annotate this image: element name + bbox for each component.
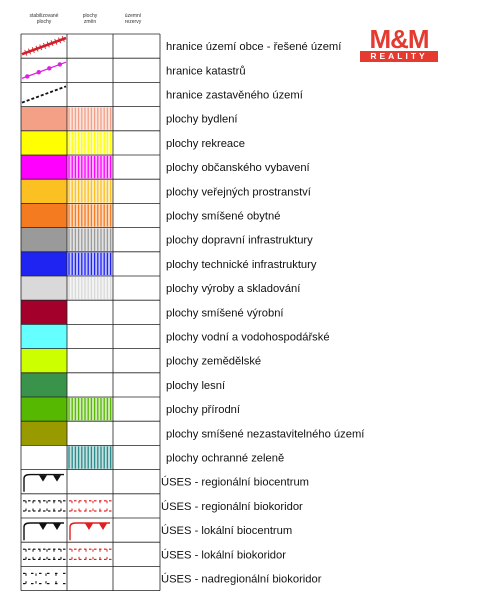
legend-label: plochy ochranné zeleně <box>166 453 284 465</box>
stable-swatch <box>21 348 67 373</box>
uses-symbol <box>23 473 64 492</box>
header-reserve-line1: územní <box>125 13 142 19</box>
header-change-line2: změn <box>84 19 96 25</box>
legend-row: ÚSES - nadregionální biokoridor <box>23 573 322 586</box>
legend-row: plochy ochranné zeleně <box>67 445 284 470</box>
legend-row: ÚSES - lokální biokoridor <box>23 548 286 561</box>
header-stable-line1: stabilizované <box>30 13 59 19</box>
legend-row: hranice katastrů <box>21 61 246 80</box>
stable-swatch <box>21 203 67 228</box>
legend-row: hranice území obce - řešené území <box>21 36 342 56</box>
legend-label: plochy lesní <box>166 380 226 392</box>
legend-label: plochy vodní a vodohospodářské <box>166 332 330 344</box>
legend-row: plochy smíšené obytné <box>21 203 280 228</box>
change-swatch <box>67 155 113 180</box>
legend-row: ÚSES - regionální biokoridor <box>23 500 303 513</box>
uses-symbol <box>23 548 112 561</box>
stable-swatch <box>21 179 67 204</box>
change-swatch <box>67 227 113 252</box>
legend-rows: hranice území obce - řešené území hranice… <box>21 36 365 586</box>
legend-label: plochy smíšené výrobní <box>166 307 284 319</box>
stable-swatch <box>21 276 67 301</box>
legend-row: plochy technické infrastruktury <box>21 251 317 276</box>
mm-reality-logo: M&M REALITY <box>360 26 438 62</box>
change-swatch <box>67 276 113 301</box>
stable-swatch <box>21 397 67 422</box>
stable-swatch <box>21 324 67 349</box>
legend-row: plochy občanského vybavení <box>21 155 311 180</box>
stable-swatch <box>21 130 67 155</box>
header-reserve-line2: rezervy <box>125 19 142 25</box>
stable-swatch <box>21 251 67 276</box>
stable-swatch <box>21 300 67 325</box>
change-swatch <box>67 397 113 422</box>
legend-label: plochy veřejných prostranství <box>166 186 312 198</box>
legend-label: ÚSES - lokální biokoridor <box>161 548 286 561</box>
change-swatch <box>67 203 113 228</box>
legend-row: ÚSES - lokální biocentrum <box>23 522 292 541</box>
uses-symbol <box>23 522 110 541</box>
legend-label: plochy přírodní <box>166 404 241 416</box>
column-headers: stabilizované plochy plochy změn územní … <box>30 13 142 25</box>
line-symbol <box>21 36 67 56</box>
uses-symbol <box>23 500 112 512</box>
stable-swatch <box>21 372 67 397</box>
legend-label: plochy technické infrastruktury <box>166 259 317 271</box>
header-change-line1: plochy <box>83 13 98 19</box>
legend-row: hranice zastavěného území <box>21 85 304 104</box>
legend-label: ÚSES - regionální biocentrum <box>161 476 309 489</box>
legend-label: ÚSES - lokální biocentrum <box>161 524 292 537</box>
legend-row: plochy smíšené nezastavitelného území <box>21 421 365 446</box>
stable-swatch <box>21 421 67 446</box>
uses-symbol <box>23 572 66 585</box>
legend-row: plochy přírodní <box>21 397 241 422</box>
legend-label: plochy bydlení <box>166 114 238 126</box>
change-swatch <box>67 179 113 204</box>
legend-row: plochy výroby a skladování <box>21 276 301 301</box>
legend-label: plochy smíšené obytné <box>166 211 280 223</box>
stable-swatch <box>21 106 67 131</box>
legend-row: plochy veřejných prostranství <box>21 179 312 204</box>
legend-row: plochy smíšené výrobní <box>21 300 284 325</box>
legend-label: plochy občanského vybavení <box>166 162 311 174</box>
line-symbol <box>21 85 67 104</box>
logo-tagline: REALITY <box>360 51 438 62</box>
legend-row: plochy lesní <box>21 372 226 397</box>
legend-label: ÚSES - regionální biokoridor <box>161 500 303 513</box>
legend-row: plochy zemědělské <box>21 348 261 373</box>
change-swatch <box>67 106 113 131</box>
legend-label: plochy smíšené nezastavitelného území <box>166 428 365 440</box>
legend-row: plochy bydlení <box>21 106 238 131</box>
legend-label: ÚSES - nadregionální biokoridor <box>161 573 322 586</box>
legend-label: plochy rekreace <box>166 138 245 150</box>
legend-row: plochy vodní a vodohospodářské <box>21 324 330 349</box>
table-grid <box>20 33 161 591</box>
legend-label: plochy zemědělské <box>166 356 261 368</box>
change-swatch <box>67 445 113 470</box>
stable-swatch <box>21 227 67 252</box>
logo-mark: M&M <box>360 26 438 52</box>
legend-label: hranice území obce - řešené území <box>166 41 342 53</box>
legend-label: hranice zastavěného území <box>166 90 304 102</box>
legend-label: plochy výroby a skladování <box>166 283 301 295</box>
legend-row: plochy rekreace <box>21 130 245 155</box>
legend-label: plochy dopravní infrastruktury <box>166 235 313 247</box>
legend-row: plochy dopravní infrastruktury <box>21 227 313 252</box>
change-swatch <box>67 251 113 276</box>
change-swatch <box>67 130 113 155</box>
legend-row: ÚSES - regionální biocentrum <box>23 473 309 492</box>
legend-label: hranice katastrů <box>166 65 246 77</box>
header-stable-line2: plochy <box>37 19 52 25</box>
stable-swatch <box>21 155 67 180</box>
line-symbol <box>21 61 67 80</box>
